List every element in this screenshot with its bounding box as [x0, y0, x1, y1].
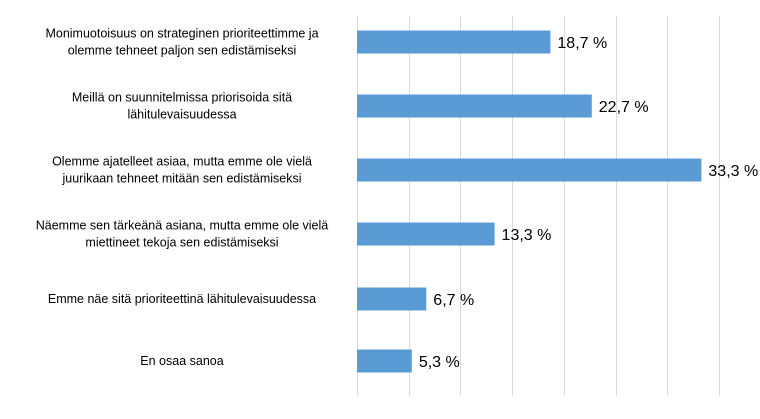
category-label-4: Näemme sen tärkeänä asiana, mutta emme o…	[36, 219, 329, 250]
category-label-line: Näemme sen tärkeänä asiana, mutta emme o…	[36, 219, 329, 233]
bar-6	[357, 349, 412, 373]
bar-4	[357, 222, 495, 246]
value-label-3: 33,3 %	[708, 163, 758, 180]
category-label-line: Monimuotoisuus on strateginen prioriteet…	[45, 27, 318, 41]
category-label-line: Olemme ajatelleet asiaa, mutta emme ole …	[52, 155, 312, 169]
category-label-1: Monimuotoisuus on strateginen prioriteet…	[45, 27, 318, 58]
value-label-6: 5,3 %	[419, 354, 460, 371]
value-label-1: 18,7 %	[557, 35, 607, 52]
category-label-line: lähitulevaisuudessa	[127, 108, 236, 122]
value-label-4: 13,3 %	[502, 227, 552, 244]
category-label-line: Meillä on suunnitelmissa priorisoida sit…	[72, 91, 292, 105]
bar-2	[357, 94, 592, 118]
category-label-line: miettineet tekoja sen edistämiseksi	[85, 236, 278, 250]
bars	[357, 30, 702, 373]
bar-1	[357, 30, 551, 54]
category-label-6: En osaa sanoa	[140, 354, 223, 368]
bar-5	[357, 287, 427, 311]
bar-3	[357, 158, 702, 182]
category-label-line: Emme näe sitä prioriteettinä lähitulevai…	[48, 292, 316, 306]
category-labels: Monimuotoisuus on strateginen prioriteet…	[36, 27, 329, 369]
value-labels: 18,7 % 22,7 % 33,3 % 13,3 % 6,7 % 5,3 %	[419, 35, 758, 371]
value-label-5: 6,7 %	[433, 292, 474, 309]
category-label-5: Emme näe sitä prioriteettinä lähitulevai…	[48, 292, 316, 306]
category-label-line: juurikaan tehneet mitään sen edistämisek…	[61, 172, 301, 186]
category-label-line: En osaa sanoa	[140, 354, 223, 368]
gridlines	[357, 16, 720, 396]
category-label-3: Olemme ajatelleet asiaa, mutta emme ole …	[52, 155, 312, 186]
category-label-2: Meillä on suunnitelmissa priorisoida sit…	[72, 91, 292, 122]
category-label-line: olemme tehneet paljon sen edistämiseksi	[68, 44, 297, 58]
value-label-2: 22,7 %	[599, 99, 649, 116]
